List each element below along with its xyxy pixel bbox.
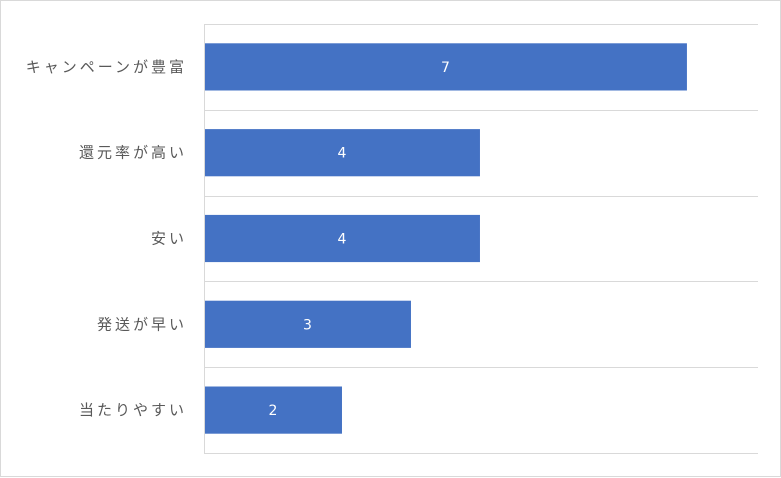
bar bbox=[205, 300, 411, 348]
data-label: 7 bbox=[441, 60, 450, 76]
category-label: 還元率が高い bbox=[79, 144, 187, 162]
bar bbox=[205, 43, 687, 91]
data-label: 2 bbox=[269, 403, 278, 419]
bar bbox=[205, 129, 480, 177]
category-label: キャンペーンが豊富 bbox=[26, 58, 187, 76]
data-label: 4 bbox=[338, 232, 347, 248]
category-label: 安い bbox=[151, 230, 187, 248]
category-label: 発送が早い bbox=[97, 315, 187, 333]
data-label: 4 bbox=[338, 146, 347, 162]
bar bbox=[205, 214, 480, 263]
data-label: 3 bbox=[303, 317, 312, 333]
category-label: 当たりやすい bbox=[79, 401, 187, 419]
bar bbox=[205, 386, 342, 434]
